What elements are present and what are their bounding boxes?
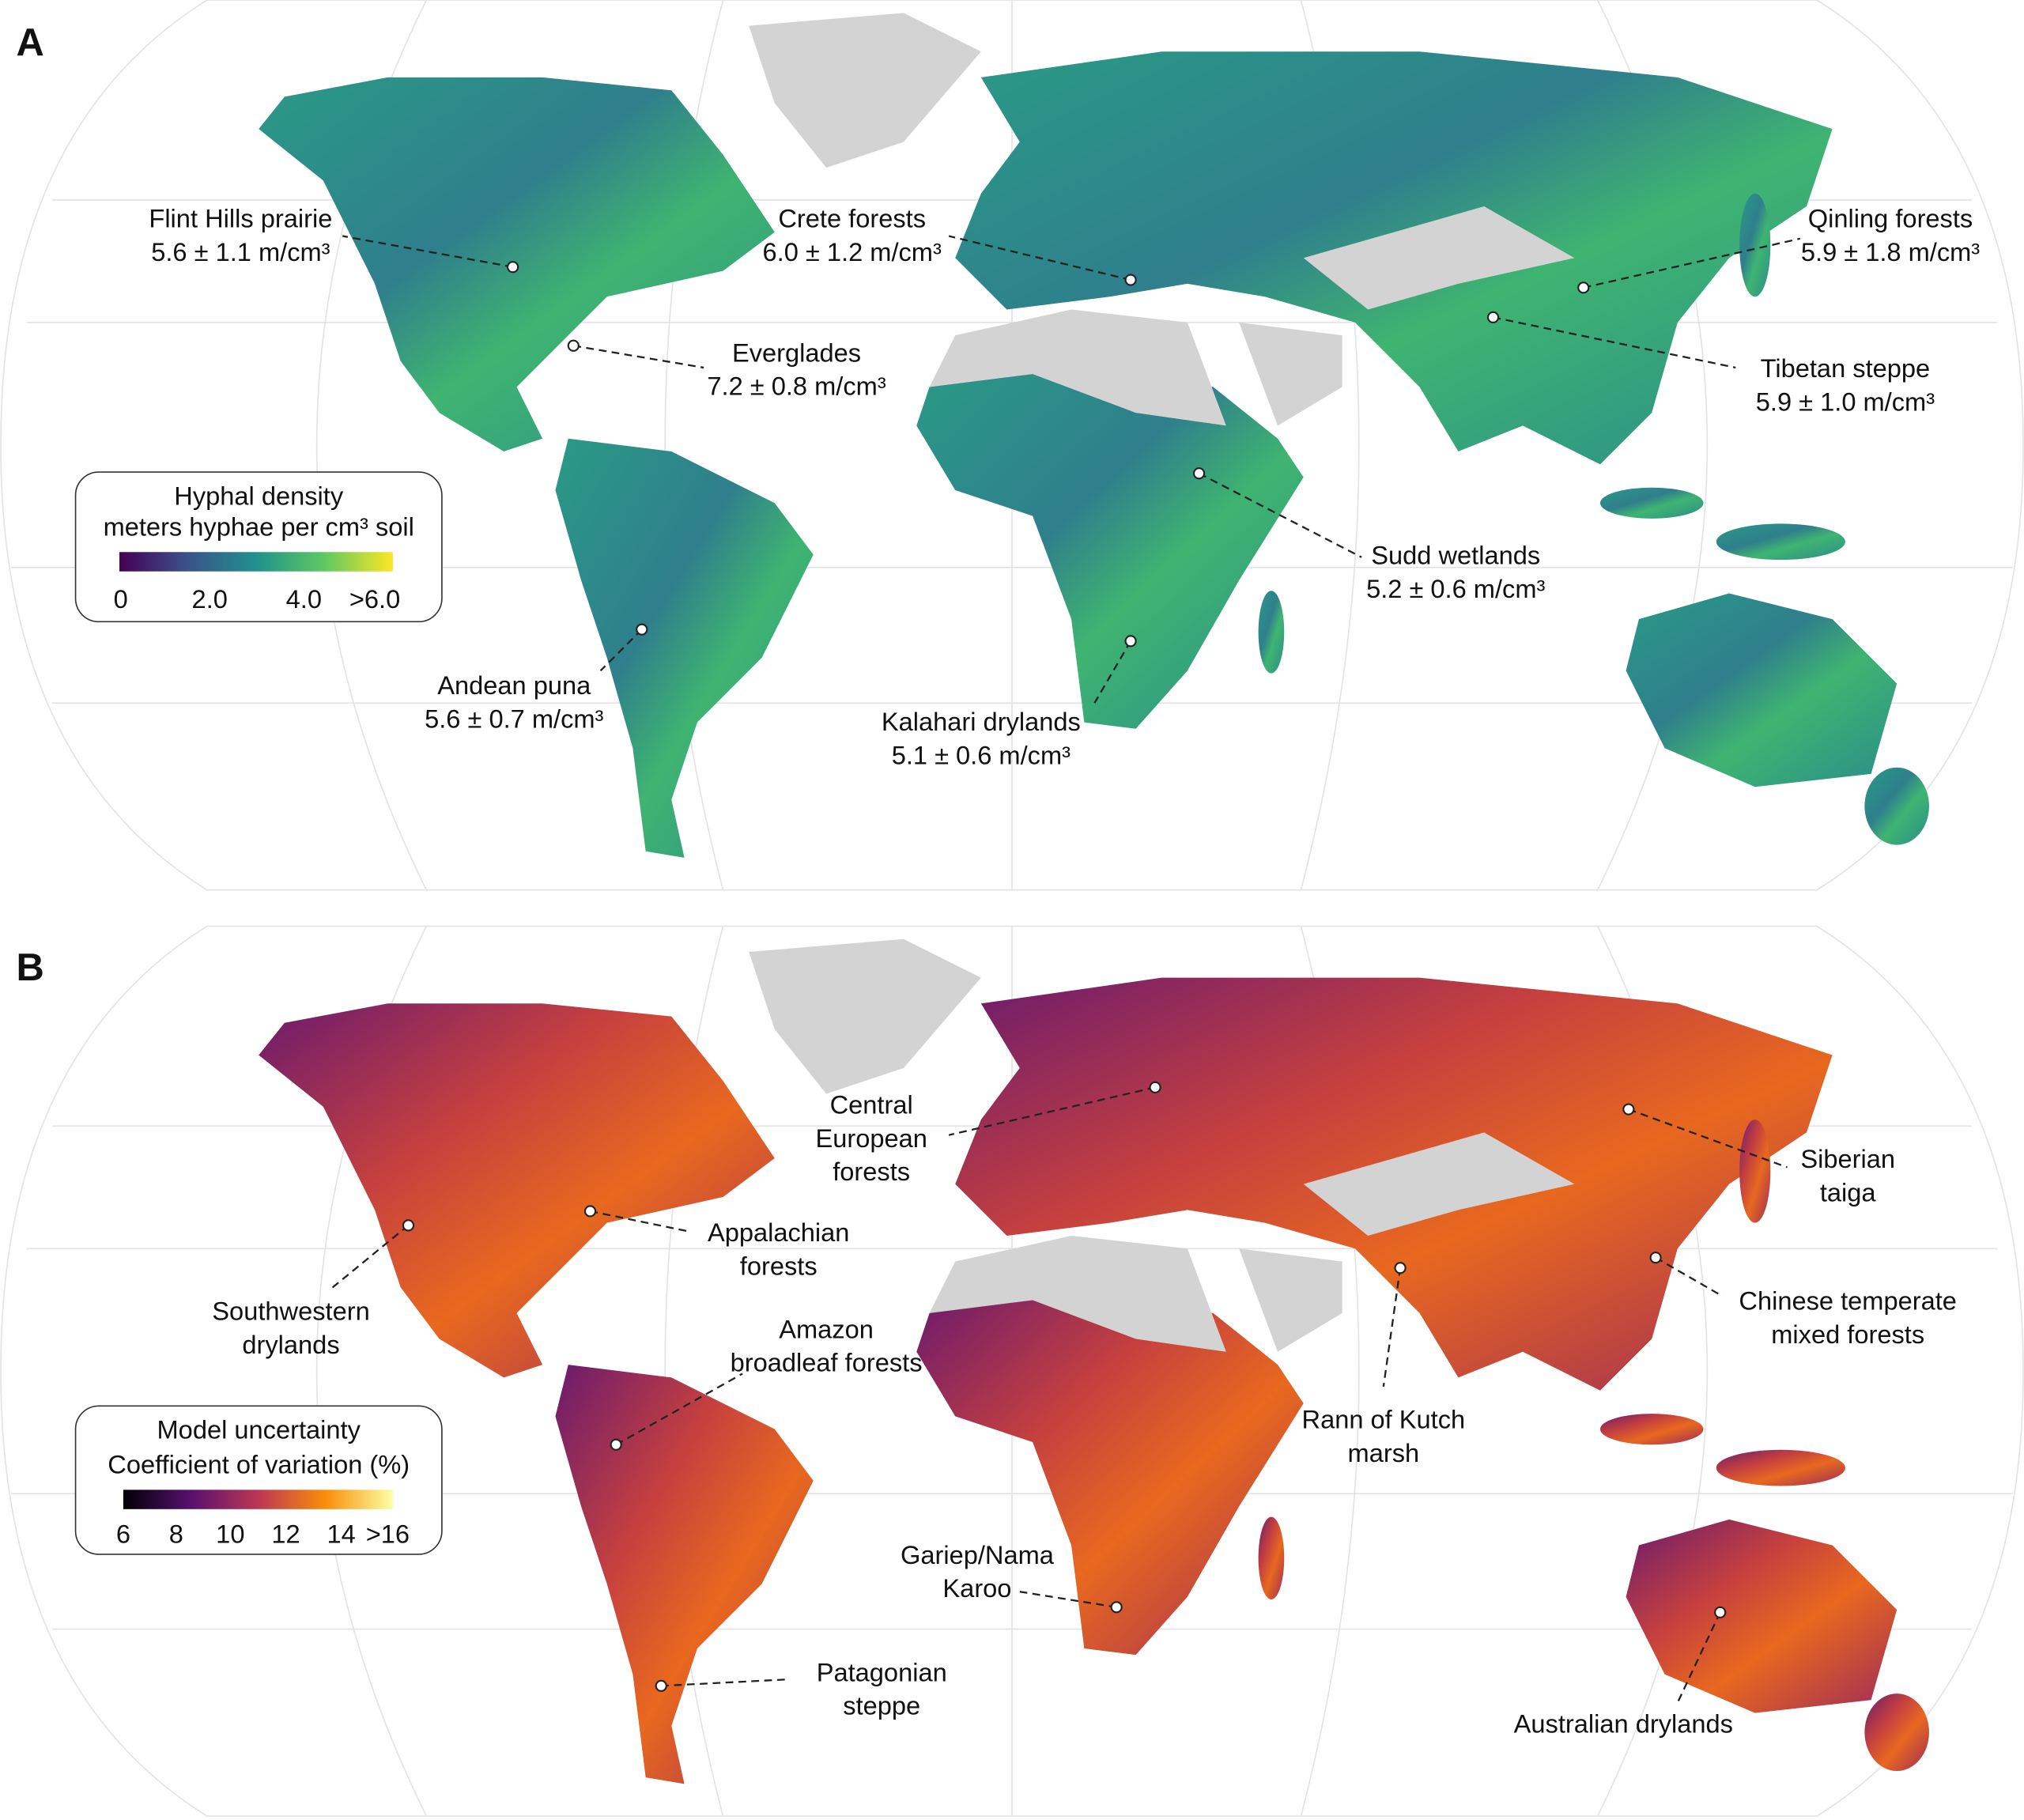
legend-tick-label: 4.0 — [286, 584, 322, 614]
leader-line — [1583, 237, 1801, 289]
site-label: Central — [830, 1089, 913, 1119]
site-marker — [1649, 1252, 1662, 1264]
site-marker — [1149, 1081, 1161, 1093]
legend-tick-label: 0 — [114, 584, 128, 614]
site-label: Qinling forests — [1808, 204, 1973, 233]
site-marker — [1394, 1262, 1407, 1274]
panel-b-map — [0, 925, 2024, 1817]
site-label: Andean puna — [437, 670, 591, 700]
leader-line — [948, 235, 1131, 281]
site-label: steppe — [843, 1691, 920, 1720]
leader-line — [1676, 1611, 1721, 1704]
site-label: Flint Hills prairie — [149, 204, 332, 233]
site-label: 5.6 ± 0.7 m/cm³ — [425, 704, 603, 734]
colorbar — [123, 1490, 393, 1509]
leader-line — [948, 1086, 1156, 1136]
site-marker — [610, 1438, 622, 1451]
leader-line — [1382, 1267, 1402, 1387]
site-marker — [1577, 281, 1590, 294]
leader-line — [615, 1373, 743, 1446]
site-label: 5.9 ± 1.8 m/cm³ — [1801, 237, 1980, 266]
legend-box — [74, 1405, 443, 1555]
site-marker — [636, 623, 648, 636]
site-label: Appalachian — [708, 1218, 850, 1247]
site-label: forests — [833, 1157, 910, 1186]
site-label: Kalahari drylands — [882, 707, 1081, 736]
site-label: Australian drylands — [1514, 1709, 1733, 1739]
leader-line — [342, 235, 513, 268]
leader-line — [329, 1225, 410, 1291]
legend-title: Coefficient of variation (%) — [108, 1450, 410, 1479]
site-label: 6.0 ± 1.2 m/cm³ — [763, 237, 942, 266]
colorbar — [119, 552, 393, 572]
site-label: Rann of Kutch — [1302, 1404, 1466, 1433]
site-label: Siberian — [1800, 1144, 1895, 1173]
site-marker — [655, 1679, 667, 1692]
site-label: Chinese temperate — [1739, 1286, 1957, 1315]
site-marker — [1192, 467, 1206, 480]
leader-line — [599, 629, 643, 672]
site-label: marsh — [1348, 1438, 1420, 1467]
site-label: Crete forests — [778, 204, 926, 233]
site-label: Karoo — [942, 1573, 1011, 1603]
legend-tick-label: >6.0 — [349, 584, 400, 614]
site-marker — [507, 261, 519, 274]
leader-line — [573, 345, 704, 369]
site-label: broadleaf forests — [731, 1348, 923, 1377]
site-marker — [1714, 1606, 1727, 1618]
leader-line — [661, 1678, 788, 1687]
site-label: Amazon — [779, 1314, 874, 1343]
site-marker — [567, 339, 580, 352]
leader-line — [1493, 316, 1736, 369]
site-label: drylands — [242, 1330, 339, 1359]
site-label: European — [815, 1123, 927, 1153]
site-label: 5.9 ± 1.0 m/cm³ — [1756, 387, 1935, 416]
legend-tick-label: >16 — [366, 1520, 410, 1549]
legend-tick-label: 6 — [116, 1520, 130, 1549]
site-label: Patagonian — [817, 1657, 947, 1686]
legend-tick-label: 12 — [271, 1520, 300, 1549]
site-marker — [1110, 1601, 1123, 1614]
legend-box — [74, 471, 443, 623]
site-label: forests — [740, 1251, 818, 1280]
site-marker — [583, 1205, 597, 1218]
site-label: Gariep/Nama — [901, 1540, 1055, 1569]
site-marker — [1124, 274, 1137, 286]
site-marker — [1622, 1103, 1635, 1116]
site-marker — [402, 1219, 415, 1232]
legend-tick-label: 14 — [327, 1520, 355, 1549]
panel-letter: A — [17, 21, 44, 64]
legend-tick-label: 2.0 — [192, 584, 228, 614]
site-marker — [1124, 635, 1137, 648]
site-label: Southwestern — [212, 1296, 369, 1325]
legend-title: Model uncertainty — [157, 1415, 361, 1444]
site-label: 5.1 ± 0.6 m/cm³ — [892, 740, 1071, 769]
site-label: 7.2 ± 0.8 m/cm³ — [707, 372, 886, 401]
site-label: mixed forests — [1771, 1320, 1924, 1349]
site-label: Tibetan steppe — [1761, 353, 1931, 383]
site-label: 5.2 ± 0.6 m/cm³ — [1366, 574, 1545, 603]
leader-line — [1628, 1108, 1788, 1169]
site-label: 5.6 ± 1.1 m/cm³ — [151, 237, 330, 266]
legend-tick-label: 10 — [216, 1520, 244, 1549]
site-label: Everglades — [732, 338, 861, 367]
legend-title: Hyphal density — [174, 481, 344, 510]
leader-line — [1019, 1591, 1117, 1608]
site-label: taiga — [1820, 1177, 1877, 1206]
panel-letter: B — [17, 946, 44, 989]
site-label: Sudd wetlands — [1371, 540, 1540, 569]
leader-line — [1655, 1256, 1724, 1297]
legend-tick-label: 8 — [169, 1520, 183, 1549]
site-marker — [1486, 311, 1500, 323]
legend-title: meters hyphae per cm³ soil — [104, 512, 414, 542]
leader-line — [1199, 472, 1362, 558]
leader-line — [590, 1210, 691, 1233]
